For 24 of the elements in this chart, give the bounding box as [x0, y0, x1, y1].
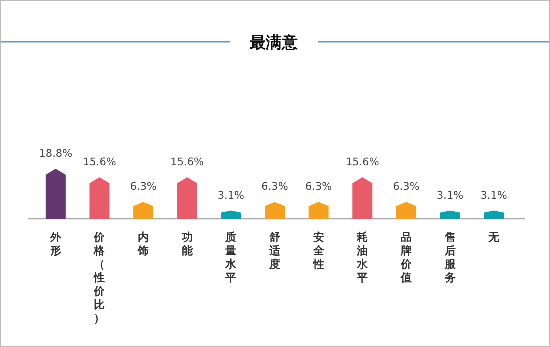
x-tick-label: 安全性 [312, 231, 326, 271]
chart-title: 最满意 [249, 33, 299, 52]
bar [46, 169, 66, 219]
x-tick-label: 舒适度 [268, 231, 282, 271]
data-label: 15.6% [170, 156, 204, 169]
x-tick-label: 品牌价值 [400, 231, 413, 284]
data-label: 6.3% [130, 181, 157, 194]
data-label: 3.1% [480, 190, 508, 202]
data-label: 15.6% [346, 156, 380, 169]
x-tick-label: 功能 [180, 231, 194, 258]
x-tick-label: 质量水平 [224, 231, 238, 284]
data-label: 15.6% [83, 156, 116, 169]
data-label: 6.3% [393, 181, 420, 194]
x-tick-label: 价格（性价比） [93, 231, 106, 325]
x-tick-label: 内饰 [137, 231, 150, 258]
data-label: 6.3% [305, 181, 332, 194]
x-tick-label: 外形 [49, 231, 62, 258]
data-label: 3.1% [218, 190, 245, 202]
data-label: 3.1% [436, 190, 464, 202]
x-tick-label: 售后服务 [444, 231, 457, 284]
data-label: 18.8% [39, 148, 73, 160]
x-tick-label: 耗油水平 [356, 231, 370, 284]
data-label: 6.3% [262, 181, 288, 194]
x-tick-label: 无 [488, 231, 501, 244]
